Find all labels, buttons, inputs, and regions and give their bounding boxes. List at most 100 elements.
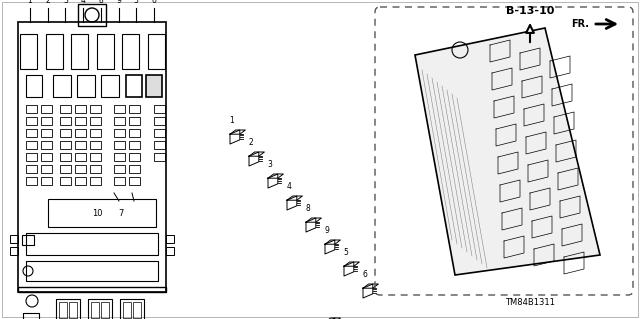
Bar — [126, 75, 142, 97]
Bar — [129, 117, 140, 125]
Text: 8: 8 — [99, 0, 103, 5]
Bar — [154, 105, 165, 113]
Bar — [26, 153, 37, 161]
Bar — [90, 153, 101, 161]
Bar — [60, 117, 71, 125]
Bar — [60, 177, 71, 185]
Bar — [18, 287, 166, 292]
Bar — [133, 302, 141, 318]
Text: 3: 3 — [268, 160, 273, 169]
Bar — [91, 302, 99, 318]
Bar — [45, 34, 63, 69]
Text: 6: 6 — [152, 0, 156, 5]
Text: 2: 2 — [45, 0, 50, 5]
Text: 2: 2 — [248, 138, 253, 147]
Bar — [75, 129, 86, 137]
Bar — [10, 247, 18, 255]
Bar — [10, 235, 18, 243]
Bar — [71, 34, 88, 69]
Bar — [75, 177, 86, 185]
Text: 8: 8 — [306, 204, 310, 213]
Bar — [90, 129, 101, 137]
Bar — [90, 165, 101, 173]
Text: 1: 1 — [28, 0, 33, 5]
Text: 9: 9 — [116, 0, 121, 5]
Text: 3: 3 — [63, 0, 68, 5]
Bar — [26, 75, 42, 97]
Bar — [146, 75, 162, 97]
Bar — [56, 299, 80, 319]
Bar — [23, 313, 39, 319]
Bar — [41, 129, 52, 137]
Bar — [60, 153, 71, 161]
Bar — [114, 117, 125, 125]
Bar — [120, 299, 144, 319]
Bar — [75, 117, 86, 125]
Bar — [69, 302, 77, 318]
Bar — [90, 141, 101, 149]
Bar — [122, 34, 140, 69]
Bar — [129, 141, 140, 149]
Bar — [129, 165, 140, 173]
Bar — [154, 141, 165, 149]
Bar — [114, 141, 125, 149]
Bar — [26, 129, 37, 137]
Bar — [166, 235, 174, 243]
Text: 4: 4 — [287, 182, 291, 191]
Text: 4: 4 — [81, 0, 86, 5]
Bar — [26, 117, 37, 125]
Bar — [78, 4, 106, 26]
Bar — [60, 129, 71, 137]
Bar — [114, 153, 125, 161]
Bar — [60, 105, 71, 113]
Bar — [154, 129, 165, 137]
Bar — [41, 117, 52, 125]
Bar — [114, 129, 125, 137]
Text: 10: 10 — [93, 209, 103, 218]
Bar — [41, 153, 52, 161]
Text: FR.: FR. — [571, 19, 589, 29]
Bar — [129, 129, 140, 137]
Bar — [114, 177, 125, 185]
Bar — [75, 141, 86, 149]
Bar — [53, 75, 71, 97]
Bar — [26, 165, 37, 173]
Bar — [154, 153, 165, 161]
Bar — [88, 299, 112, 319]
Polygon shape — [415, 28, 600, 275]
Bar — [154, 117, 165, 125]
Bar — [75, 153, 86, 161]
Text: 9: 9 — [324, 226, 330, 235]
Text: 5: 5 — [344, 248, 348, 257]
Bar — [148, 34, 165, 69]
Bar — [101, 302, 109, 318]
Bar — [90, 177, 101, 185]
Bar — [60, 165, 71, 173]
Bar — [129, 177, 140, 185]
Text: TM84B1311: TM84B1311 — [505, 298, 555, 307]
Bar — [129, 105, 140, 113]
Text: 5: 5 — [134, 0, 139, 5]
Bar — [90, 117, 101, 125]
Bar — [18, 22, 166, 292]
Bar — [26, 177, 37, 185]
Bar — [26, 233, 158, 255]
Bar — [59, 302, 67, 318]
Bar — [77, 75, 95, 97]
Bar — [90, 105, 101, 113]
Text: 1: 1 — [230, 116, 234, 125]
Bar — [41, 141, 52, 149]
Bar — [75, 165, 86, 173]
Bar — [60, 141, 71, 149]
Bar — [20, 34, 37, 69]
Bar — [26, 105, 37, 113]
Text: 6: 6 — [363, 270, 367, 279]
Bar — [166, 247, 174, 255]
Bar — [41, 165, 52, 173]
Bar — [22, 235, 34, 245]
Text: B-13-10: B-13-10 — [506, 6, 554, 16]
Bar — [114, 165, 125, 173]
Bar — [129, 153, 140, 161]
Bar — [26, 261, 158, 281]
Bar — [26, 141, 37, 149]
